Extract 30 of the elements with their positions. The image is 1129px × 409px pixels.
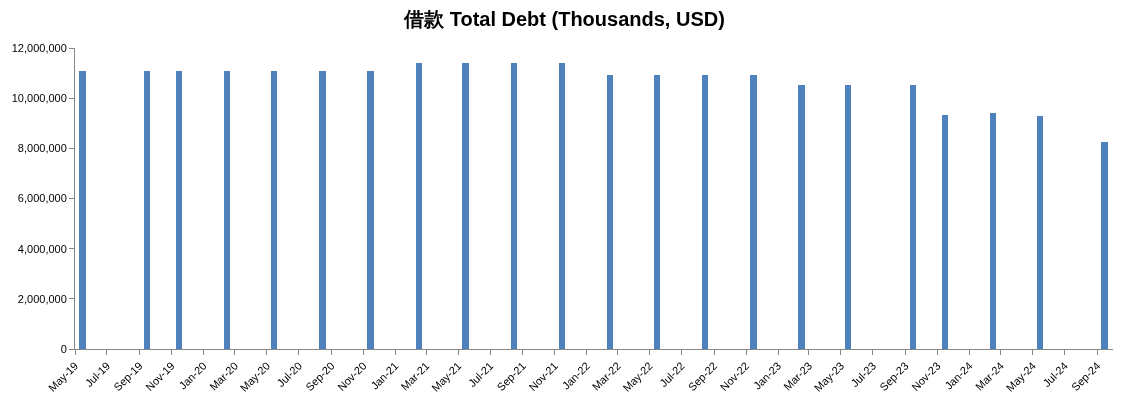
bar bbox=[367, 71, 374, 349]
bar bbox=[319, 71, 326, 349]
bar bbox=[1037, 116, 1043, 349]
y-tick-label: 4,000,000 bbox=[17, 242, 67, 255]
bar bbox=[416, 63, 422, 349]
bar bbox=[750, 75, 757, 349]
bar bbox=[942, 115, 948, 349]
y-tick-label: 12,000,000 bbox=[11, 41, 67, 54]
bar bbox=[144, 71, 150, 349]
bar bbox=[654, 75, 660, 349]
y-tick-label: 10,000,000 bbox=[11, 92, 67, 105]
y-tick-label: 2,000,000 bbox=[17, 292, 67, 305]
bar bbox=[702, 75, 708, 349]
bar bbox=[910, 85, 916, 349]
bar bbox=[798, 85, 805, 349]
y-tick-label: 8,000,000 bbox=[17, 142, 67, 155]
bar bbox=[607, 75, 613, 349]
bar bbox=[1101, 142, 1108, 349]
y-tick-label: 0 bbox=[60, 342, 67, 355]
bar bbox=[511, 63, 517, 349]
bar bbox=[271, 71, 277, 349]
bar bbox=[559, 63, 565, 349]
chart-title: 借款 Total Debt (Thousands, USD) bbox=[403, 8, 725, 31]
bar bbox=[990, 113, 996, 349]
y-tick-label: 6,000,000 bbox=[17, 192, 67, 205]
bar bbox=[845, 85, 851, 349]
bar bbox=[79, 71, 86, 349]
bar bbox=[462, 63, 469, 349]
bar bbox=[224, 71, 230, 349]
bar bbox=[176, 71, 182, 349]
